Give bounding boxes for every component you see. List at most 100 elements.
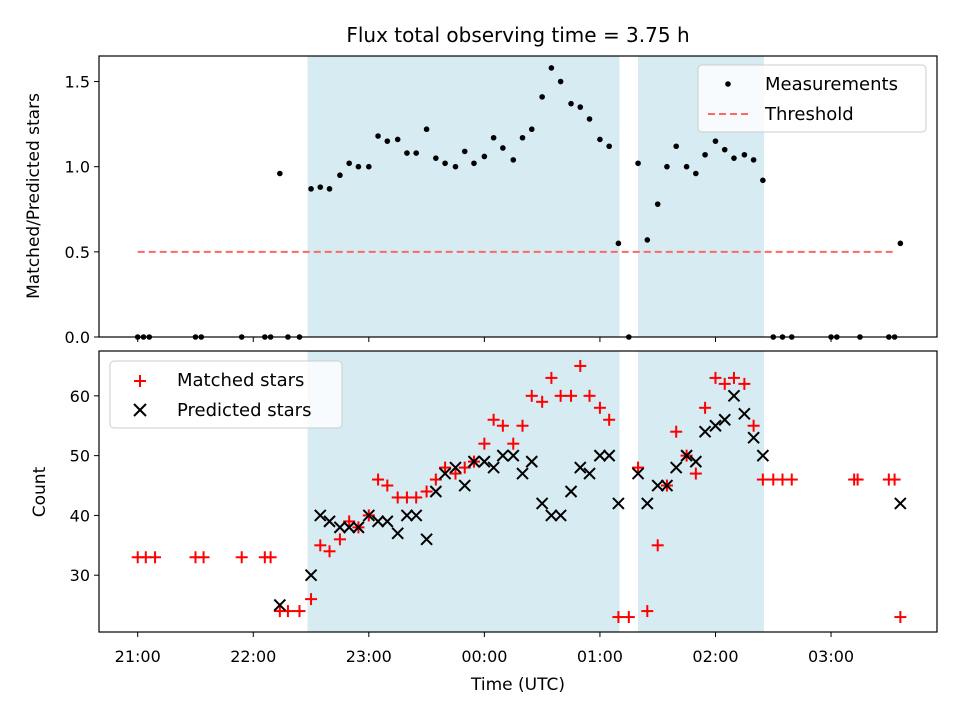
predicted-star-point <box>438 467 452 480</box>
predicted-star-point <box>554 509 567 522</box>
predicted-star-point <box>304 568 318 582</box>
matched-star-point <box>699 401 712 414</box>
y-tick-label: 0.5 <box>65 243 90 262</box>
measurement-point <box>548 65 555 71</box>
x-tick-label: 03:00 <box>808 647 854 666</box>
matched-star-point <box>583 389 596 402</box>
matched-star-point <box>305 593 318 606</box>
matched-star-point <box>372 473 385 486</box>
matched-star-point <box>458 461 471 474</box>
measurement-point <box>897 240 904 247</box>
predicted-star-point <box>738 407 751 420</box>
ratio-y-axis-label: Matched/Predicted stars <box>24 93 44 299</box>
predicted-star-point <box>273 598 287 612</box>
measurement-point <box>664 163 670 170</box>
predicted-star-point <box>525 455 538 468</box>
count-plot-frame <box>98 350 938 633</box>
measurement-point <box>461 148 468 155</box>
predicted-star-point <box>391 527 404 540</box>
matched-star-point <box>439 461 452 474</box>
measurement-point <box>615 240 622 247</box>
matched-star-point <box>785 473 798 486</box>
count-legend: Matched stars Predicted stars <box>109 360 343 429</box>
matched-star-point <box>525 389 538 402</box>
predicted-star-point <box>352 521 365 534</box>
ratio-y-axis-ticks: 0.0 0.5 1.0 1.5 <box>65 73 99 347</box>
matched-star-point <box>894 611 907 624</box>
measurement-point <box>741 151 748 158</box>
matched-star-point <box>314 539 327 552</box>
measurement-point <box>423 126 430 133</box>
observing-window-1 <box>307 351 620 632</box>
predicted-star-point <box>314 509 327 522</box>
predicted-star-point <box>409 509 423 522</box>
ratio-x-axis-ticks <box>137 337 832 342</box>
count-y-axis-ticks: 30 40 50 60 <box>70 387 99 585</box>
measurement-point <box>557 78 564 85</box>
matched-star-point <box>747 419 760 432</box>
matched-star-point <box>641 605 654 618</box>
predicted-star-point <box>467 455 481 468</box>
measurement-point <box>442 160 448 167</box>
ratio-panel: 0.0 0.5 1.0 1.5 Flux total observing time =… <box>24 23 938 347</box>
observing-windows-top <box>307 56 765 337</box>
predicted-star-point <box>429 485 443 498</box>
measurement-point <box>490 134 497 141</box>
legend-marker-matched <box>134 375 146 387</box>
matched-stars-series <box>131 359 907 624</box>
measurement-point <box>760 177 766 184</box>
measurement-point <box>644 237 651 243</box>
x-axis-label: Time (UTC) <box>470 675 565 695</box>
measurement-point <box>355 163 362 170</box>
matched-star-point <box>487 413 500 426</box>
matched-star-point <box>888 473 901 486</box>
predicted-star-point <box>478 455 491 468</box>
matched-star-point <box>536 395 549 408</box>
predicted-star-point <box>342 521 356 534</box>
measurement-point <box>693 170 699 177</box>
matched-star-point <box>738 377 751 390</box>
y-tick-label: 40 <box>70 506 90 525</box>
predicted-star-point <box>689 455 703 468</box>
matched-star-point <box>281 605 294 618</box>
matched-star-point <box>235 551 248 564</box>
predicted-stars-series <box>273 389 907 612</box>
matched-star-point <box>651 539 664 552</box>
matched-star-point <box>333 533 346 546</box>
predicted-star-point <box>535 497 549 510</box>
predicted-star-point <box>747 431 760 444</box>
matched-star-point <box>429 473 442 486</box>
x-tick-label: 01:00 <box>577 647 623 666</box>
measurement-point <box>433 155 439 161</box>
observing-window-2 <box>638 351 765 632</box>
predicted-star-point <box>612 497 625 510</box>
matched-star-point <box>851 473 864 486</box>
predicted-star-point <box>593 449 607 462</box>
matched-star-point <box>449 467 462 480</box>
predicted-star-point <box>698 425 712 438</box>
measurement-point <box>586 116 593 122</box>
predicted-star-point <box>727 389 741 403</box>
measurements-series <box>134 65 904 340</box>
measurement-point <box>635 160 641 167</box>
predicted-star-point <box>420 533 433 546</box>
x-tick-label: 22:00 <box>230 647 276 666</box>
matched-star-point <box>622 611 635 624</box>
predicted-star-point <box>894 497 907 510</box>
predicted-star-point <box>660 479 674 492</box>
matched-star-point <box>709 371 722 384</box>
legend-label-matched: Matched stars <box>177 370 304 391</box>
measurement-point <box>375 133 381 139</box>
matched-star-point <box>727 371 740 384</box>
matched-star-point <box>343 515 356 528</box>
chart-title: Flux total observing time = 3.75 h <box>346 23 689 47</box>
measurement-point <box>308 186 314 192</box>
measurement-point <box>683 163 690 170</box>
measurement-point <box>577 104 584 110</box>
measurement-point <box>673 143 679 150</box>
measurement-point <box>394 136 401 143</box>
measurement-point <box>366 163 372 170</box>
observing-window-1 <box>307 56 620 337</box>
predicted-star-point <box>631 467 645 480</box>
